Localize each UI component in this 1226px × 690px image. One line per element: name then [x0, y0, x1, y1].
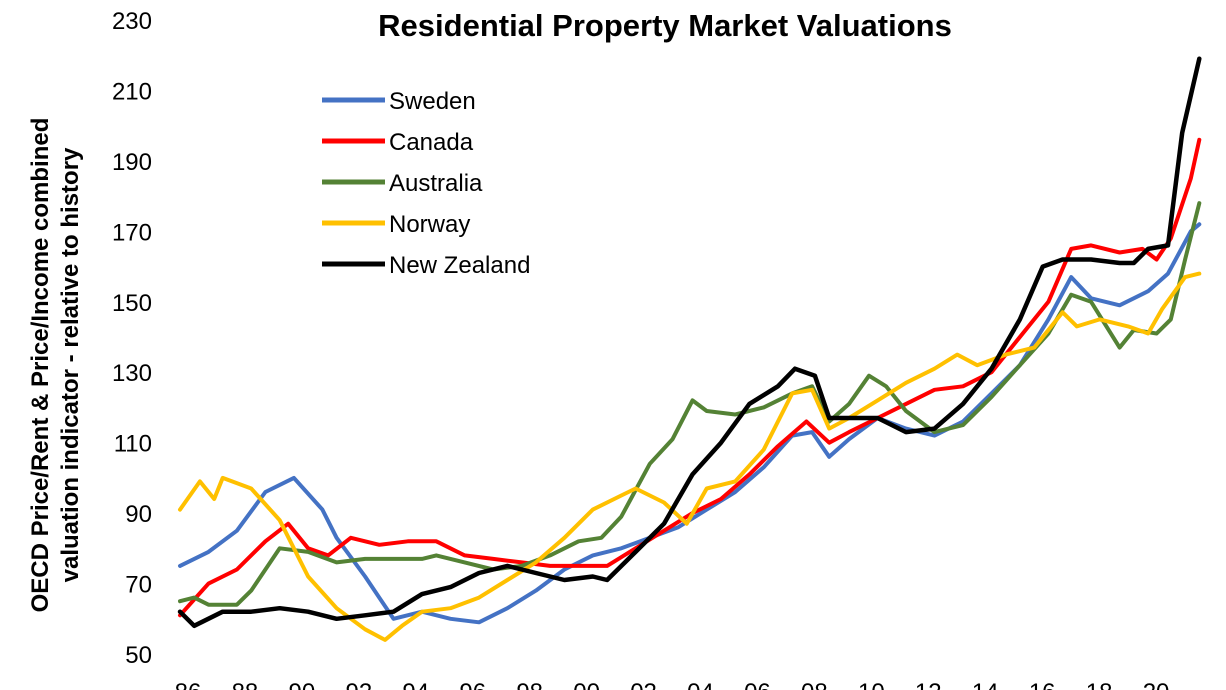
y-tick-label: 150: [112, 290, 152, 317]
legend: Sweden Canada Australia Norway New Zealand: [322, 88, 530, 279]
x-tick-label: 16: [1029, 679, 1056, 690]
y-tick-label: 50: [125, 642, 152, 669]
x-tick-label: 92: [345, 679, 372, 690]
x-tick-label: 90: [289, 679, 316, 690]
x-tick-label: 98: [516, 679, 543, 690]
x-tick-label: 10: [858, 679, 885, 690]
legend-label-new-zealand: New Zealand: [389, 252, 530, 279]
x-tick-label: 08: [801, 679, 828, 690]
x-tick-label: 02: [630, 679, 657, 690]
y-tick-label: 90: [125, 501, 152, 528]
y-axis-ticks: 50 70 90 110 130 150 170 190 210 230: [112, 8, 152, 669]
legend-label-canada: Canada: [389, 129, 474, 156]
x-tick-label: 06: [744, 679, 771, 690]
x-tick-label: 96: [459, 679, 486, 690]
chart-title: Residential Property Market Valuations: [378, 8, 952, 43]
series-line-new-zealand: [177, 56, 1202, 629]
x-tick-label: 00: [573, 679, 600, 690]
series-line-canada: [178, 137, 1202, 618]
x-tick-label: 04: [687, 679, 714, 690]
x-tick-label: 18: [1086, 679, 1113, 690]
x-tick-label: 86: [175, 679, 202, 690]
x-tick-label: 12: [915, 679, 942, 690]
y-axis-label-line-1: OECD Price/Rent & Price/Income combined: [27, 118, 54, 613]
y-tick-label: 110: [114, 431, 152, 458]
series-line-norway: [178, 271, 1202, 642]
y-axis-label-line-2: valuation indicator - relative to histor…: [57, 147, 84, 582]
x-tick-label: 88: [232, 679, 259, 690]
y-tick-label: 130: [112, 360, 152, 387]
x-tick-label: 20: [1143, 679, 1170, 690]
series-line-australia: [178, 201, 1202, 607]
series-lines: [177, 56, 1202, 642]
y-tick-label: 190: [112, 149, 152, 176]
x-tick-label: 14: [972, 679, 999, 690]
legend-label-australia: Australia: [389, 170, 483, 197]
y-tick-label: 70: [125, 572, 152, 599]
x-tick-label: 94: [402, 679, 429, 690]
y-tick-label: 210: [112, 78, 152, 105]
legend-label-sweden: Sweden: [389, 88, 476, 115]
x-axis-ticks: 86 88 90 92 94 96 98 00 02 04 06 08 10 12 14 16 18 20: [175, 679, 1170, 690]
y-axis-label: OECD Price/Rent & Price/Income combined v…: [27, 118, 84, 613]
legend-label-norway: Norway: [389, 211, 470, 238]
y-tick-label: 170: [112, 219, 152, 246]
y-tick-label: 230: [112, 8, 152, 35]
